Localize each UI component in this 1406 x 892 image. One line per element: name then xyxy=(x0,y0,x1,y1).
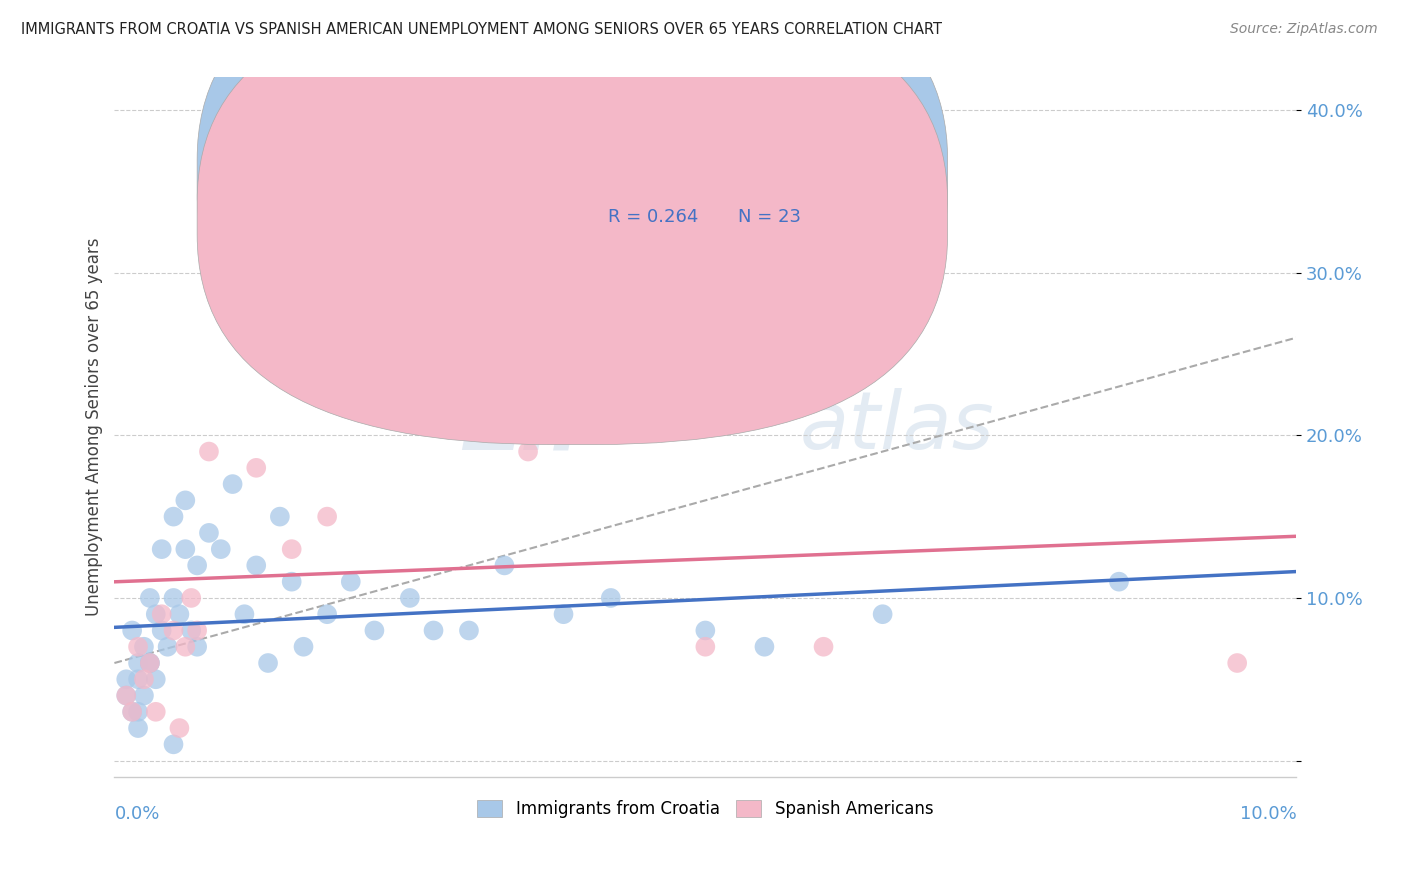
Point xyxy=(233,607,256,622)
Point xyxy=(115,673,138,687)
Text: R = 0.190: R = 0.190 xyxy=(609,167,699,185)
Point xyxy=(186,558,208,573)
Point xyxy=(209,282,232,296)
Point xyxy=(127,673,149,687)
Point xyxy=(399,591,422,605)
Point xyxy=(145,607,167,622)
Point xyxy=(132,673,155,687)
Point xyxy=(127,705,149,719)
Text: atlas: atlas xyxy=(800,388,994,467)
Point xyxy=(813,640,835,654)
Point xyxy=(257,656,280,670)
Point xyxy=(280,574,302,589)
Point xyxy=(599,591,621,605)
Point xyxy=(198,525,221,540)
Point xyxy=(269,509,291,524)
Text: IMMIGRANTS FROM CROATIA VS SPANISH AMERICAN UNEMPLOYMENT AMONG SENIORS OVER 65 Y: IMMIGRANTS FROM CROATIA VS SPANISH AMERI… xyxy=(21,22,942,37)
Text: ZIP: ZIP xyxy=(464,388,610,467)
Point xyxy=(363,347,385,361)
Point xyxy=(363,624,385,638)
Point xyxy=(517,444,540,458)
Point xyxy=(127,640,149,654)
Point xyxy=(174,542,197,557)
Point xyxy=(169,607,191,622)
Text: N = 49: N = 49 xyxy=(738,167,801,185)
Point xyxy=(695,624,717,638)
Point xyxy=(1108,574,1130,589)
Point xyxy=(280,542,302,557)
Point xyxy=(245,460,267,475)
Point xyxy=(553,607,575,622)
Point xyxy=(180,591,202,605)
Point xyxy=(139,656,162,670)
Point xyxy=(115,689,138,703)
Legend: Immigrants from Croatia, Spanish Americans: Immigrants from Croatia, Spanish America… xyxy=(471,793,941,824)
Point xyxy=(198,444,221,458)
Point xyxy=(139,656,162,670)
Point xyxy=(127,656,149,670)
Point xyxy=(115,689,138,703)
Point xyxy=(150,607,173,622)
Point xyxy=(174,640,197,654)
Text: 10.0%: 10.0% xyxy=(1240,805,1296,822)
Point xyxy=(434,201,457,215)
Point xyxy=(458,624,481,638)
Point xyxy=(180,624,202,638)
Point xyxy=(174,493,197,508)
Point xyxy=(245,558,267,573)
Text: Source: ZipAtlas.com: Source: ZipAtlas.com xyxy=(1230,22,1378,37)
Point xyxy=(209,542,232,557)
Text: 0.0%: 0.0% xyxy=(114,805,160,822)
Point xyxy=(221,477,243,491)
Point xyxy=(139,656,162,670)
Point xyxy=(150,542,173,557)
Point xyxy=(186,640,208,654)
Point xyxy=(121,705,143,719)
FancyBboxPatch shape xyxy=(197,0,948,444)
Point xyxy=(162,509,184,524)
Point xyxy=(132,689,155,703)
Point xyxy=(422,624,444,638)
Point xyxy=(339,574,361,589)
Point xyxy=(754,640,776,654)
Point xyxy=(121,624,143,638)
Point xyxy=(316,607,339,622)
Point xyxy=(292,640,315,654)
Point xyxy=(150,624,173,638)
Text: N = 23: N = 23 xyxy=(738,209,801,227)
Point xyxy=(132,640,155,654)
Point xyxy=(145,705,167,719)
Point xyxy=(872,607,894,622)
Point xyxy=(162,737,184,751)
Point xyxy=(121,705,143,719)
Point xyxy=(1226,656,1249,670)
Point xyxy=(156,640,179,654)
Point xyxy=(316,509,339,524)
Point xyxy=(139,591,162,605)
Point xyxy=(127,721,149,735)
Point xyxy=(162,624,184,638)
FancyBboxPatch shape xyxy=(529,147,865,249)
Point xyxy=(695,640,717,654)
Point xyxy=(162,591,184,605)
FancyBboxPatch shape xyxy=(197,0,948,402)
Y-axis label: Unemployment Among Seniors over 65 years: Unemployment Among Seniors over 65 years xyxy=(86,238,103,616)
Point xyxy=(494,558,516,573)
Point xyxy=(169,721,191,735)
Point xyxy=(186,624,208,638)
Text: R = 0.264: R = 0.264 xyxy=(609,209,699,227)
Point xyxy=(145,673,167,687)
